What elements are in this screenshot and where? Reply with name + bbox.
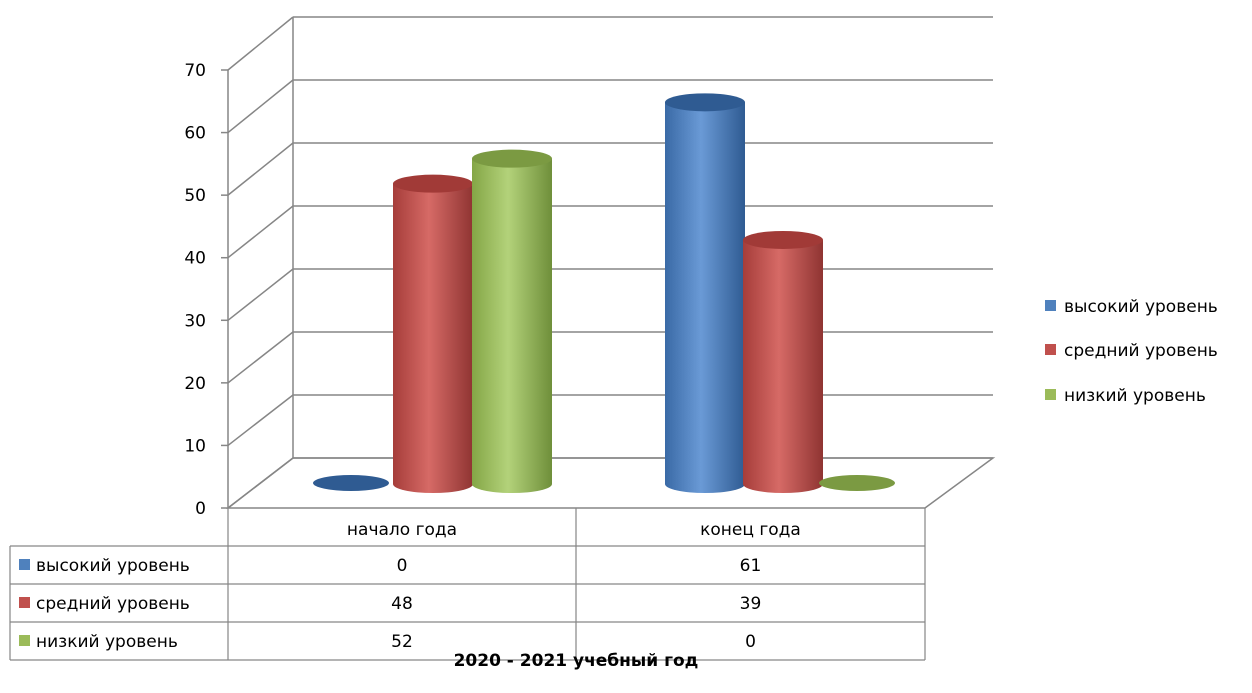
bars-layer [313, 93, 895, 494]
legend-swatch [1045, 389, 1056, 400]
bar [313, 475, 389, 491]
table-cell-value: 61 [740, 556, 762, 576]
table-legend-swatch [19, 559, 30, 570]
y-tick-label: 70 [184, 61, 206, 81]
table-row-label: средний уровень [36, 594, 190, 614]
axes-layer: 0 10 20 30 40 50 60 70 [184, 16, 996, 519]
y-tick-label: 40 [184, 249, 206, 269]
side-wall-line [227, 394, 294, 447]
legend-swatch [1045, 344, 1056, 355]
y-tick-label: 20 [184, 374, 206, 394]
chart-floor [225, 457, 996, 509]
table-cell-value: 39 [740, 594, 762, 614]
bar-body [665, 102, 745, 494]
y-tick-label: 60 [184, 124, 206, 144]
table-legend-swatch [19, 635, 30, 646]
bar [743, 230, 823, 493]
legend-label: высокий уровень [1064, 297, 1218, 317]
y-tick-label: 10 [184, 436, 206, 456]
legend-item: высокий уровень [1045, 297, 1218, 317]
table-category-header: начало года [347, 520, 457, 540]
bar-body [393, 183, 473, 493]
table-category-header: конец года [700, 520, 801, 540]
table-row-label: высокий уровень [36, 556, 190, 576]
bar [393, 174, 473, 493]
bar-body [472, 158, 552, 493]
legend-label: средний уровень [1064, 341, 1218, 361]
data-table: начало года конец года высокий уровень 0 61 с… [9, 508, 926, 661]
bar-top [743, 230, 823, 249]
bar-top [393, 174, 473, 193]
side-wall-line [227, 16, 294, 71]
legend-item: низкий уровень [1045, 386, 1206, 406]
y-tick-label: 0 [195, 499, 206, 519]
legend-item: средний уровень [1045, 341, 1218, 361]
bar-top [472, 149, 552, 168]
table-cell-value: 0 [745, 632, 756, 652]
legend-label: низкий уровень [1064, 386, 1206, 406]
bar-body [743, 239, 823, 493]
side-wall-line [227, 268, 294, 321]
side-wall-line [227, 205, 294, 259]
bar-top [665, 93, 745, 112]
legend-swatch [1045, 300, 1056, 311]
table-cell-value: 52 [391, 632, 413, 652]
bar [665, 93, 745, 494]
bar-zero-marker [313, 475, 389, 491]
table-row-label: низкий уровень [36, 632, 178, 652]
table-cell-value: 48 [391, 594, 413, 614]
side-wall-line [227, 331, 294, 384]
bar-zero-marker [819, 475, 895, 491]
x-axis-label: 2020 - 2021 учебный год [454, 651, 699, 671]
side-wall-line [227, 142, 294, 196]
y-tick-label: 30 [184, 311, 206, 331]
table-cell-value: 0 [397, 556, 408, 576]
bar [472, 149, 552, 493]
side-wall-line [227, 79, 294, 134]
y-tick-label: 50 [184, 186, 206, 206]
legend: высокий уровень средний уровень низкий уро… [1045, 297, 1218, 406]
table-legend-swatch [19, 597, 30, 608]
bar [819, 475, 895, 491]
